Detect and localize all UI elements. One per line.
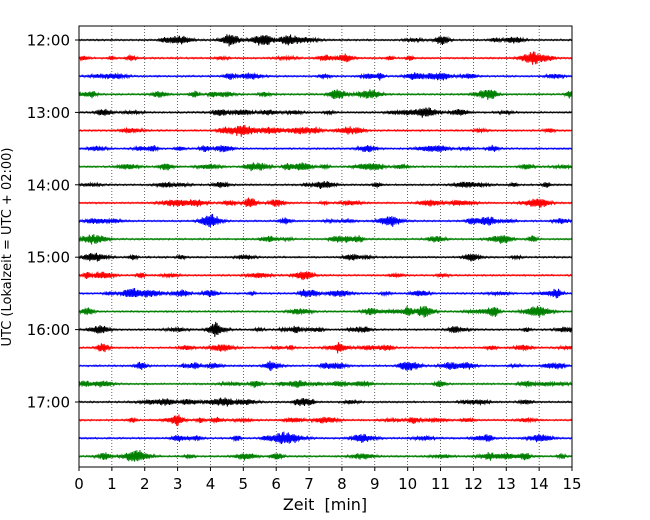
y-tick-label: 13:00 [27, 104, 70, 122]
seismic-trace [78, 360, 573, 372]
seismic-trace [78, 379, 573, 389]
seismic-trace [78, 287, 573, 299]
seismic-trace [78, 71, 573, 81]
seismic-trace [78, 89, 573, 100]
seismic-trace [78, 197, 573, 209]
x-tick-label: 11 [431, 475, 450, 493]
x-tick-label: 4 [206, 475, 216, 493]
y-tick-label: 15:00 [27, 249, 70, 267]
seismic-trace [78, 397, 573, 407]
x-tick-label: 7 [304, 475, 314, 493]
seismic-trace [78, 414, 573, 426]
x-tick-label: 9 [370, 475, 380, 493]
seismic-trace [78, 234, 573, 245]
x-tick-label: 2 [140, 475, 150, 493]
x-tick-label: 5 [239, 475, 249, 493]
x-tick-label: 12 [464, 475, 483, 493]
seismic-trace [78, 271, 573, 281]
seismic-trace [78, 431, 573, 445]
y-tick-label: 12:00 [27, 32, 70, 50]
x-tick-label: 6 [271, 475, 281, 493]
seismic-traces [78, 33, 573, 462]
seismic-trace [78, 305, 573, 318]
y-axis-label: UTC (Lokalzeit = UTC + 02:00) [0, 148, 15, 347]
seismic-trace [78, 162, 573, 172]
y-axis-ticks: 12:00 13:00 14:00 15:00 16:00 17:00 [27, 32, 79, 412]
x-axis-ticks: 0 1 2 3 4 5 6 7 8 9 10 11 12 13 14 15 [74, 467, 582, 493]
x-tick-label: 13 [497, 475, 516, 493]
seismic-trace [78, 180, 573, 189]
seismic-trace [78, 252, 573, 262]
x-tick-label: 1 [107, 475, 117, 493]
seismic-trace [78, 144, 573, 153]
x-tick-label: 10 [398, 475, 417, 493]
x-axis-label: Zeit [min] [283, 495, 367, 514]
x-tick-label: 15 [562, 475, 581, 493]
y-tick-label: 16:00 [27, 321, 70, 339]
seismic-trace [78, 51, 573, 65]
seismic-trace [78, 33, 573, 47]
seismic-trace [78, 321, 573, 337]
y-tick-label: 14:00 [27, 176, 70, 194]
plot-frame [78, 25, 573, 468]
seismic-trace [78, 107, 573, 118]
x-tick-label: 8 [337, 475, 347, 493]
seismic-trace [78, 124, 573, 137]
seismic-trace [78, 342, 573, 354]
x-tick-label: 14 [530, 475, 549, 493]
seismic-trace [78, 449, 573, 462]
y-tick-label: 17:00 [27, 394, 70, 412]
x-tick-label: 0 [74, 475, 84, 493]
x-tick-label: 3 [173, 475, 183, 493]
seismic-trace [78, 213, 573, 228]
